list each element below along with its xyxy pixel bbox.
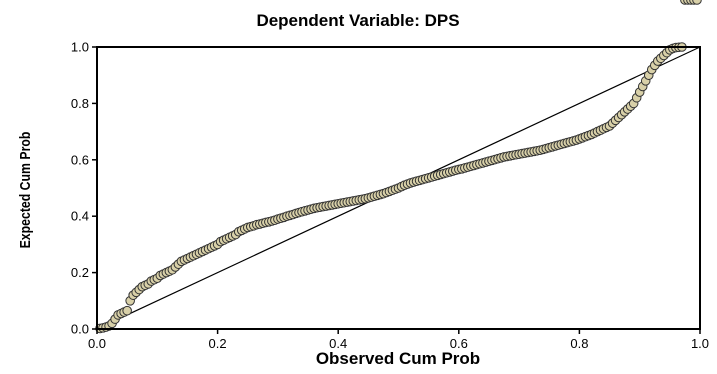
y-tick-label: 0.6 xyxy=(71,152,89,167)
y-tick-label: 1.0 xyxy=(71,40,89,55)
x-axis-label: Observed Cum Prob xyxy=(316,349,480,368)
y-axis-label: Expected Cum Prob xyxy=(17,132,33,249)
data-point xyxy=(692,0,702,5)
plot-frame xyxy=(96,46,701,330)
x-tick-label: 0.6 xyxy=(450,336,468,351)
x-tick-label: 0.4 xyxy=(329,336,347,351)
data-point xyxy=(122,305,132,316)
x-tick-label: 0.0 xyxy=(88,336,106,351)
x-tick-label: 0.8 xyxy=(570,336,588,351)
x-tick-label: 0.2 xyxy=(209,336,227,351)
y-tick-label: 0.8 xyxy=(71,96,89,111)
data-points xyxy=(95,0,702,334)
axes: 0.0 0.2 0.4 0.6 0.8 1.0 0.0 0.2 0.4 0.6 0.8 1.0 xyxy=(71,40,709,352)
y-tick-label: 0.4 xyxy=(71,209,89,224)
x-tick-label: 1.0 xyxy=(691,336,709,351)
y-tick-label: 0.0 xyxy=(71,322,89,337)
y-tick-label: 0.2 xyxy=(71,265,89,280)
chart-title: Dependent Variable: DPS xyxy=(256,11,459,30)
